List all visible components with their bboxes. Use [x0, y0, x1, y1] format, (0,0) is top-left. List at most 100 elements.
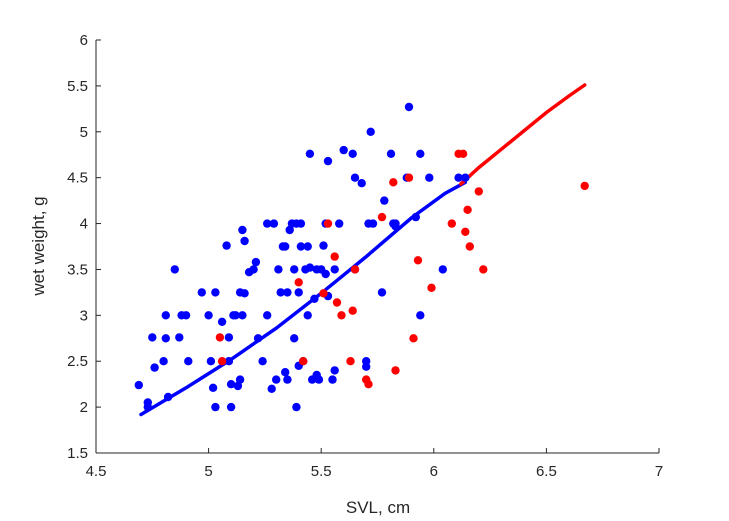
data-point — [217, 357, 227, 366]
data-point — [368, 219, 378, 228]
x-tick-label: 6.5 — [536, 463, 557, 480]
x-tick-label: 4.5 — [86, 463, 107, 480]
data-point — [274, 265, 283, 274]
data-point — [163, 392, 173, 402]
data-point — [290, 265, 299, 274]
data-point — [348, 306, 357, 315]
y-axis-title: wet weight, g — [29, 196, 48, 296]
data-point — [269, 219, 279, 228]
data-point — [197, 288, 206, 297]
data-point — [474, 187, 483, 196]
data-point — [233, 381, 243, 391]
y-tick-label: 5 — [80, 124, 88, 141]
y-tick-label: 2 — [80, 399, 88, 416]
data-point — [240, 289, 249, 298]
data-point — [438, 265, 447, 274]
data-point — [258, 357, 267, 366]
data-points — [134, 102, 589, 412]
data-point — [461, 173, 470, 182]
fit-curve — [459, 83, 587, 186]
data-point — [461, 227, 470, 236]
data-point — [240, 236, 249, 246]
y-tick-label: 3 — [80, 307, 88, 324]
data-point — [224, 333, 234, 342]
data-point — [211, 288, 220, 297]
data-point — [335, 219, 344, 228]
x-tick-label: 5 — [204, 463, 212, 480]
y-tick-label: 1.5 — [67, 445, 88, 462]
data-point — [204, 311, 213, 320]
data-point — [249, 265, 258, 274]
data-point — [226, 402, 236, 412]
data-point — [161, 334, 170, 343]
data-point — [319, 289, 328, 298]
data-point — [148, 333, 157, 342]
y-tick-label: 6 — [80, 32, 88, 49]
data-point — [134, 380, 143, 390]
data-point — [253, 334, 263, 343]
data-point — [364, 380, 373, 389]
data-point — [389, 178, 398, 187]
data-point — [283, 288, 292, 297]
data-point — [413, 256, 423, 265]
y-tick-label: 2.5 — [67, 353, 88, 370]
data-point — [303, 242, 312, 251]
data-point — [409, 334, 418, 343]
data-point — [281, 368, 290, 377]
x-tick-label: 6 — [430, 463, 438, 480]
data-point — [580, 181, 589, 191]
data-point — [447, 219, 456, 228]
data-point — [290, 334, 299, 343]
data-point — [416, 149, 425, 158]
data-point — [296, 242, 306, 251]
data-point — [425, 173, 434, 182]
x-tick-label: 7 — [655, 463, 663, 480]
data-point — [323, 156, 333, 166]
data-point — [294, 278, 303, 287]
data-point — [305, 263, 315, 272]
data-point — [310, 294, 319, 303]
data-point — [161, 311, 170, 320]
y-tick-label: 4 — [80, 216, 88, 233]
data-point — [377, 212, 387, 222]
data-point — [465, 242, 474, 251]
data-point — [323, 219, 333, 228]
data-point — [222, 241, 231, 250]
data-point — [321, 269, 330, 279]
data-point — [348, 149, 357, 158]
data-point — [305, 149, 315, 158]
data-point — [238, 225, 247, 235]
data-point — [184, 357, 193, 366]
data-point — [404, 173, 414, 182]
data-point — [458, 149, 468, 158]
data-point — [404, 102, 414, 112]
data-point — [263, 311, 272, 320]
data-point — [337, 311, 346, 320]
data-point — [285, 225, 294, 235]
data-point — [319, 241, 328, 250]
data-point — [366, 127, 375, 136]
data-point — [427, 283, 436, 292]
data-point — [330, 366, 339, 375]
data-point — [283, 375, 292, 384]
data-point — [411, 212, 420, 222]
x-axis-ticks: 4.5 5 5.5 6 6.5 7 — [86, 448, 663, 480]
y-axis-ticks: 1.5 2 2.5 3 3.5 4 4.5 5 5.5 6 — [67, 32, 101, 462]
data-point — [292, 402, 301, 412]
data-point — [263, 219, 272, 228]
data-point — [238, 311, 247, 320]
data-point — [276, 288, 285, 297]
data-point — [272, 375, 281, 384]
data-point — [377, 288, 387, 297]
data-point — [350, 265, 360, 274]
data-point — [235, 375, 245, 384]
data-point — [416, 311, 425, 320]
data-point — [314, 375, 324, 384]
data-point — [226, 380, 236, 389]
y-tick-label: 4.5 — [67, 170, 88, 187]
data-point — [350, 173, 360, 182]
data-point — [281, 242, 290, 251]
y-tick-label: 5.5 — [67, 78, 88, 95]
